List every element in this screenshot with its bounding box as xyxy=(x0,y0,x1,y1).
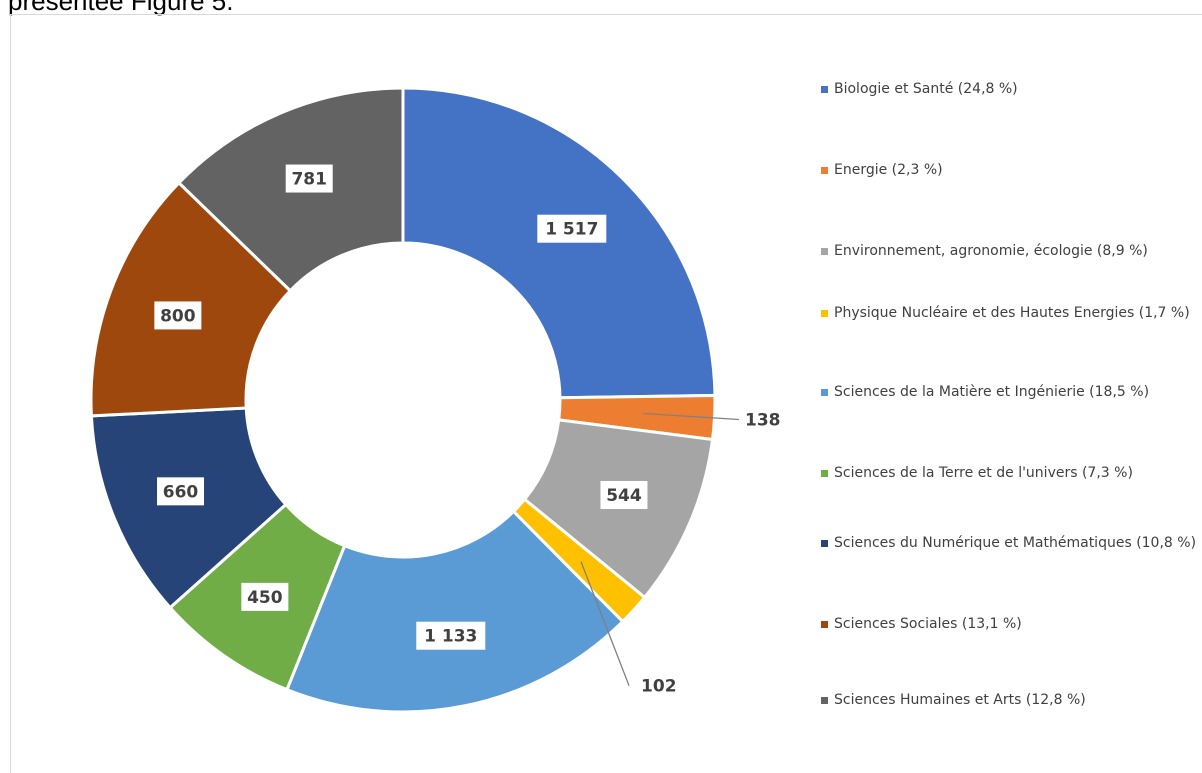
legend-label: Biologie et Santé (24,8 %) xyxy=(834,81,1018,97)
legend-item-physique-nucleaire-et-des-hautes-energie: Physique Nucléaire et des Hautes Energie… xyxy=(821,303,1201,324)
donut-slice-1 xyxy=(401,86,717,400)
legend-swatch xyxy=(821,248,828,255)
data-label-8: 800 xyxy=(154,301,202,330)
data-label-text: 450 xyxy=(247,588,283,608)
legend-label: Sciences Humaines et Arts (12,8 %) xyxy=(834,692,1086,708)
data-label-9: 781 xyxy=(285,164,333,193)
data-label-2: 138 xyxy=(643,411,781,431)
legend-label: Environnement, agronomie, écologie (8,9 … xyxy=(834,243,1148,259)
data-label-4: 102 xyxy=(580,561,677,697)
legend-item-sciences-de-la-terre-et-de-l-univers-7-3: Sciences de la Terre et de l'univers (7,… xyxy=(821,463,1201,484)
legend-item-sciences-du-numerique-et-mathematiques-1: Sciences du Numérique et Mathématiques (… xyxy=(821,533,1201,554)
data-label-box xyxy=(416,621,486,650)
legend-swatch xyxy=(821,697,828,704)
legend-swatch xyxy=(821,310,828,317)
legend-label: Sciences du Numérique et Mathématiques (… xyxy=(834,535,1197,551)
data-label-box xyxy=(241,582,289,611)
data-label-text: 544 xyxy=(606,486,642,506)
legend-label: Sciences de la Terre et de l'univers (7,… xyxy=(834,465,1133,481)
legend-label: Sciences Sociales (13,1 %) xyxy=(834,616,1022,632)
legend-item-energie-2-3: Energie (2,3 %) xyxy=(821,160,1201,181)
legend-swatch xyxy=(821,389,828,396)
leader-line xyxy=(643,412,740,421)
donut-chart: 1 517 138 544 102 1 133 450 660 800 781 xyxy=(89,86,781,714)
header-text: présentée Figure 5. xyxy=(8,0,234,16)
legend-swatch xyxy=(821,621,828,628)
donut-slice-8 xyxy=(89,180,293,418)
legend-label: Energie (2,3 %) xyxy=(834,162,943,178)
legend-label: Sciences de la Matière et Ingénierie (18… xyxy=(834,384,1150,400)
data-label-box xyxy=(537,214,607,243)
data-label-box xyxy=(154,301,202,330)
data-label-box xyxy=(285,164,333,193)
data-label-text: 1 517 xyxy=(545,220,598,240)
legend-label: Physique Nucléaire et des Hautes Energie… xyxy=(834,305,1190,321)
data-label-text: 660 xyxy=(163,482,199,502)
data-label-5: 1 133 xyxy=(416,621,486,650)
data-label-box xyxy=(157,477,205,506)
data-label-3: 544 xyxy=(600,480,648,509)
leader-line xyxy=(580,561,630,686)
data-label-text: 781 xyxy=(291,170,327,190)
legend-swatch xyxy=(821,470,828,477)
data-label-text: 1 133 xyxy=(424,627,477,647)
legend-item-environnement-agronomie-ecologie-8-9: Environnement, agronomie, écologie (8,9 … xyxy=(821,241,1201,262)
legend-item-biologie-et-sante-24-8: Biologie et Santé (24,8 %) xyxy=(821,79,1201,100)
chart-area: 1 517 138 544 102 1 133 450 660 800 781 Biologie… xyxy=(10,14,1202,773)
legend-item-sciences-de-la-matiere-et-ingenierie-18-: Sciences de la Matière et Ingénierie (18… xyxy=(821,382,1201,403)
legend-swatch xyxy=(821,86,828,93)
legend-swatch xyxy=(821,540,828,547)
data-label-text: 102 xyxy=(641,677,677,697)
data-label-7: 660 xyxy=(157,477,205,506)
legend-item-sciences-sociales-13-1: Sciences Sociales (13,1 %) xyxy=(821,614,1201,635)
data-label-6: 450 xyxy=(241,582,289,611)
donut-slice-5 xyxy=(285,509,625,714)
legend-item-sciences-humaines-et-arts-12-8: Sciences Humaines et Arts (12,8 %) xyxy=(821,690,1201,711)
data-label-text: 800 xyxy=(160,306,196,326)
legend-swatch xyxy=(821,167,828,174)
data-label-box xyxy=(600,480,648,509)
data-label-text: 138 xyxy=(745,411,781,431)
data-label-1: 1 517 xyxy=(537,214,607,243)
